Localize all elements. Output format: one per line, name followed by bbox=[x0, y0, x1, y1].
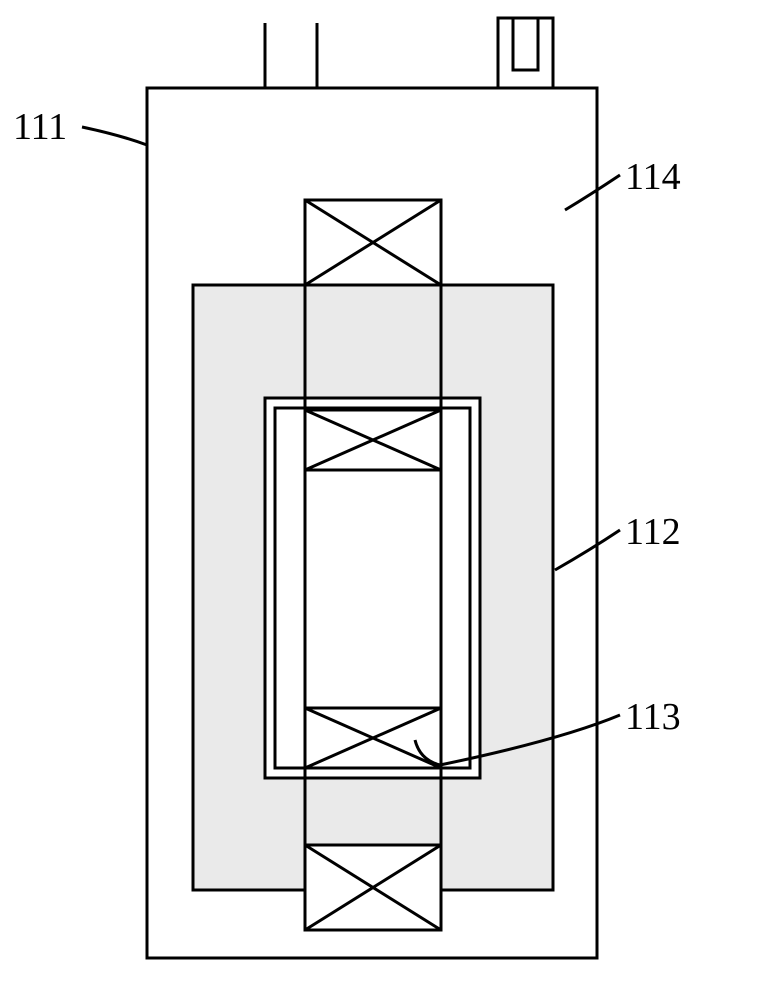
label-113: 113 bbox=[625, 695, 681, 739]
coil-3 bbox=[305, 708, 441, 768]
label-114: 114 bbox=[625, 155, 681, 199]
coil-1 bbox=[305, 200, 441, 285]
connector-inner bbox=[513, 18, 538, 70]
coil-2 bbox=[305, 410, 441, 470]
technical-diagram: 111 114 112 113 bbox=[0, 0, 763, 1000]
label-111: 111 bbox=[13, 105, 67, 149]
diagram-svg bbox=[0, 0, 763, 1000]
coil-4 bbox=[305, 845, 441, 930]
label-112: 112 bbox=[625, 510, 681, 554]
leader-111 bbox=[82, 127, 147, 145]
